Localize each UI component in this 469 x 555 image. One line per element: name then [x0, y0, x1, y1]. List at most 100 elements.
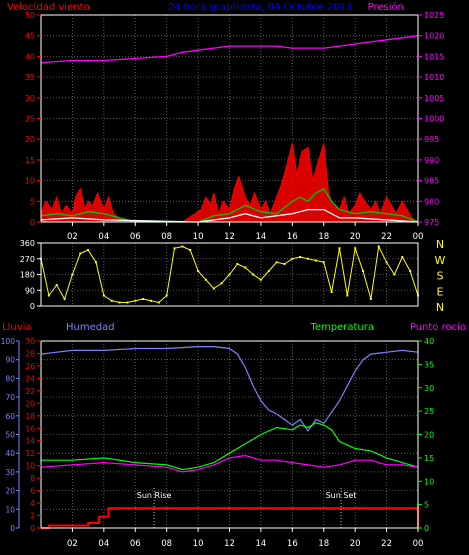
wind-direction-point	[236, 263, 239, 265]
rain-tick-label: 50	[5, 431, 15, 440]
wind-speed-tick-label: 40	[25, 52, 35, 61]
wind-direction-point	[314, 259, 317, 262]
rain-tick-label: 60	[5, 412, 15, 421]
rain-axis: 0 10 20 30 40 50 60 70 80 90 100	[1, 337, 20, 533]
wind-direction-point	[102, 294, 105, 297]
wind-direction-point	[338, 247, 341, 250]
sun-marker-label: Sun Rise	[137, 491, 172, 500]
temperature-tick-label: 30	[424, 384, 434, 393]
wind-direction-point	[181, 245, 184, 248]
rain-tick-label: 100	[1, 337, 16, 346]
wind-direction-tick-label: 180	[20, 271, 35, 280]
wind-direction-tick-label: 0	[30, 302, 35, 311]
humidity-tick-label: 14	[25, 437, 35, 446]
wind-direction-point	[275, 261, 278, 264]
sun-annotations: Sun Rise Sun Set	[137, 488, 356, 528]
wind-direction-point	[291, 257, 294, 260]
humidity-tick-label: 6	[30, 487, 35, 496]
wind-pressure-series-line	[40, 35, 419, 64]
legend-humidity: Humedad	[66, 322, 115, 333]
wind-direction-point	[354, 247, 357, 250]
wind-direction-point	[126, 301, 129, 304]
humidity-temperature-x-tick-label: 12	[224, 539, 235, 549]
wind-pressure-x-tick-label: 12	[224, 232, 235, 242]
rain-tick-label: 30	[5, 468, 15, 477]
humidity-temperature-x-tick-label: 04	[98, 539, 109, 549]
compass-label: N	[436, 301, 444, 314]
chart-title: 24 hora graphdata, 04 Octubre 2013	[168, 2, 352, 13]
temperature-tick-label: 20	[424, 431, 434, 440]
humidity-temperature-x-tick-label: 22	[381, 539, 392, 549]
wind-direction-point	[47, 294, 50, 297]
humidity-tick-label: 8	[30, 474, 35, 483]
wind-direction-point	[94, 261, 97, 264]
pressure-tick-label: 990	[424, 156, 439, 165]
wind-pressure-x-tick-label: 00	[413, 232, 424, 242]
wind-direction-series	[40, 244, 419, 304]
compass-label: E	[437, 285, 444, 298]
wind-direction-axis: 0 90 180 270 360	[20, 239, 41, 311]
wind-speed-tick-label: 20	[25, 135, 35, 144]
humidity-temperature-x-tick-label: 16	[287, 539, 298, 549]
wind-speed-tick-label: 30	[25, 94, 35, 103]
wind-pressure-panel: Velocidad viento 24 hora graphdata, 04 O…	[7, 1, 444, 242]
wind-direction-point	[71, 273, 74, 276]
wind-direction-point	[197, 270, 200, 272]
wind-speed-tick-label: 25	[25, 115, 35, 124]
humidity-tick-label: 22	[25, 387, 35, 396]
legend-dew-point: Punto rocío	[410, 321, 466, 333]
pressure-tick-label: 1000	[424, 115, 444, 124]
wind-direction-point	[118, 301, 121, 304]
humidity-temperature-series-line	[40, 454, 419, 473]
legend-wind-speed: Velocidad viento	[7, 2, 90, 13]
wind-direction-point	[369, 298, 372, 300]
wind-pressure-x-tick-label: 20	[350, 232, 361, 242]
wind-pressure-x-tick-label: 06	[130, 232, 141, 242]
wind-pressure-series-line	[40, 188, 419, 223]
wind-direction-point	[267, 270, 270, 272]
wind-direction-point	[322, 261, 325, 264]
wind-direction-point	[252, 273, 255, 276]
wind-direction-point	[393, 273, 396, 276]
wind-pressure-series	[40, 35, 420, 223]
wind-gust-area	[40, 143, 420, 223]
wind-speed-tick-label: 10	[25, 177, 35, 186]
wind-direction-point	[244, 266, 247, 269]
humidity-temperature-x-tick-label: 14	[256, 539, 267, 549]
wind-direction-point	[385, 261, 388, 264]
humidity-temperature-x-tick-label: 02	[67, 539, 78, 549]
wind-pressure-x-tick-label: 14	[256, 232, 267, 242]
wind-direction-tick-label: 270	[20, 255, 35, 264]
wind-direction-point	[212, 287, 215, 290]
humidity-tick-label: 18	[25, 412, 35, 421]
wind-direction-point	[401, 256, 404, 258]
wind-direction-tick-label: 360	[20, 239, 35, 248]
humidity-temperature-x-tick-label: 20	[350, 539, 361, 549]
wind-pressure-x-tick-label: 08	[161, 232, 172, 242]
pressure-tick-label: 980	[424, 197, 439, 206]
humidity-temperature-x-axis: 02 04 06 08 10 12 14 16 18 20 22 00	[67, 528, 423, 549]
wind-direction-point	[307, 257, 310, 260]
wind-direction-point	[330, 291, 333, 293]
rain-tick-label: 10	[5, 505, 15, 514]
temperature-tick-label: 15	[424, 454, 434, 463]
wind-direction-point	[283, 263, 286, 265]
rain-tick-label: 90	[5, 356, 15, 365]
wind-direction-point	[134, 299, 137, 302]
humidity-temperature-grid	[41, 341, 418, 528]
wind-direction-point	[142, 298, 145, 300]
rain-tick-label: 40	[5, 449, 15, 458]
humidity-temperature-series-line	[41, 422, 419, 471]
wind-direction-point	[157, 301, 160, 304]
wind-direction-point	[362, 270, 365, 272]
pressure-tick-label: 1025	[424, 11, 444, 20]
wind-direction-point	[149, 299, 152, 302]
wind-pressure-x-tick-label: 22	[381, 232, 392, 242]
wind-direction-point	[346, 294, 349, 297]
temperature-tick-label: 35	[424, 360, 434, 369]
wind-pressure-series-line	[40, 208, 419, 223]
wind-pressure-x-axis: 02 04 06 08 10 12 14 16 18 20 22 00	[67, 222, 423, 242]
pressure-tick-label: 1010	[424, 73, 444, 82]
